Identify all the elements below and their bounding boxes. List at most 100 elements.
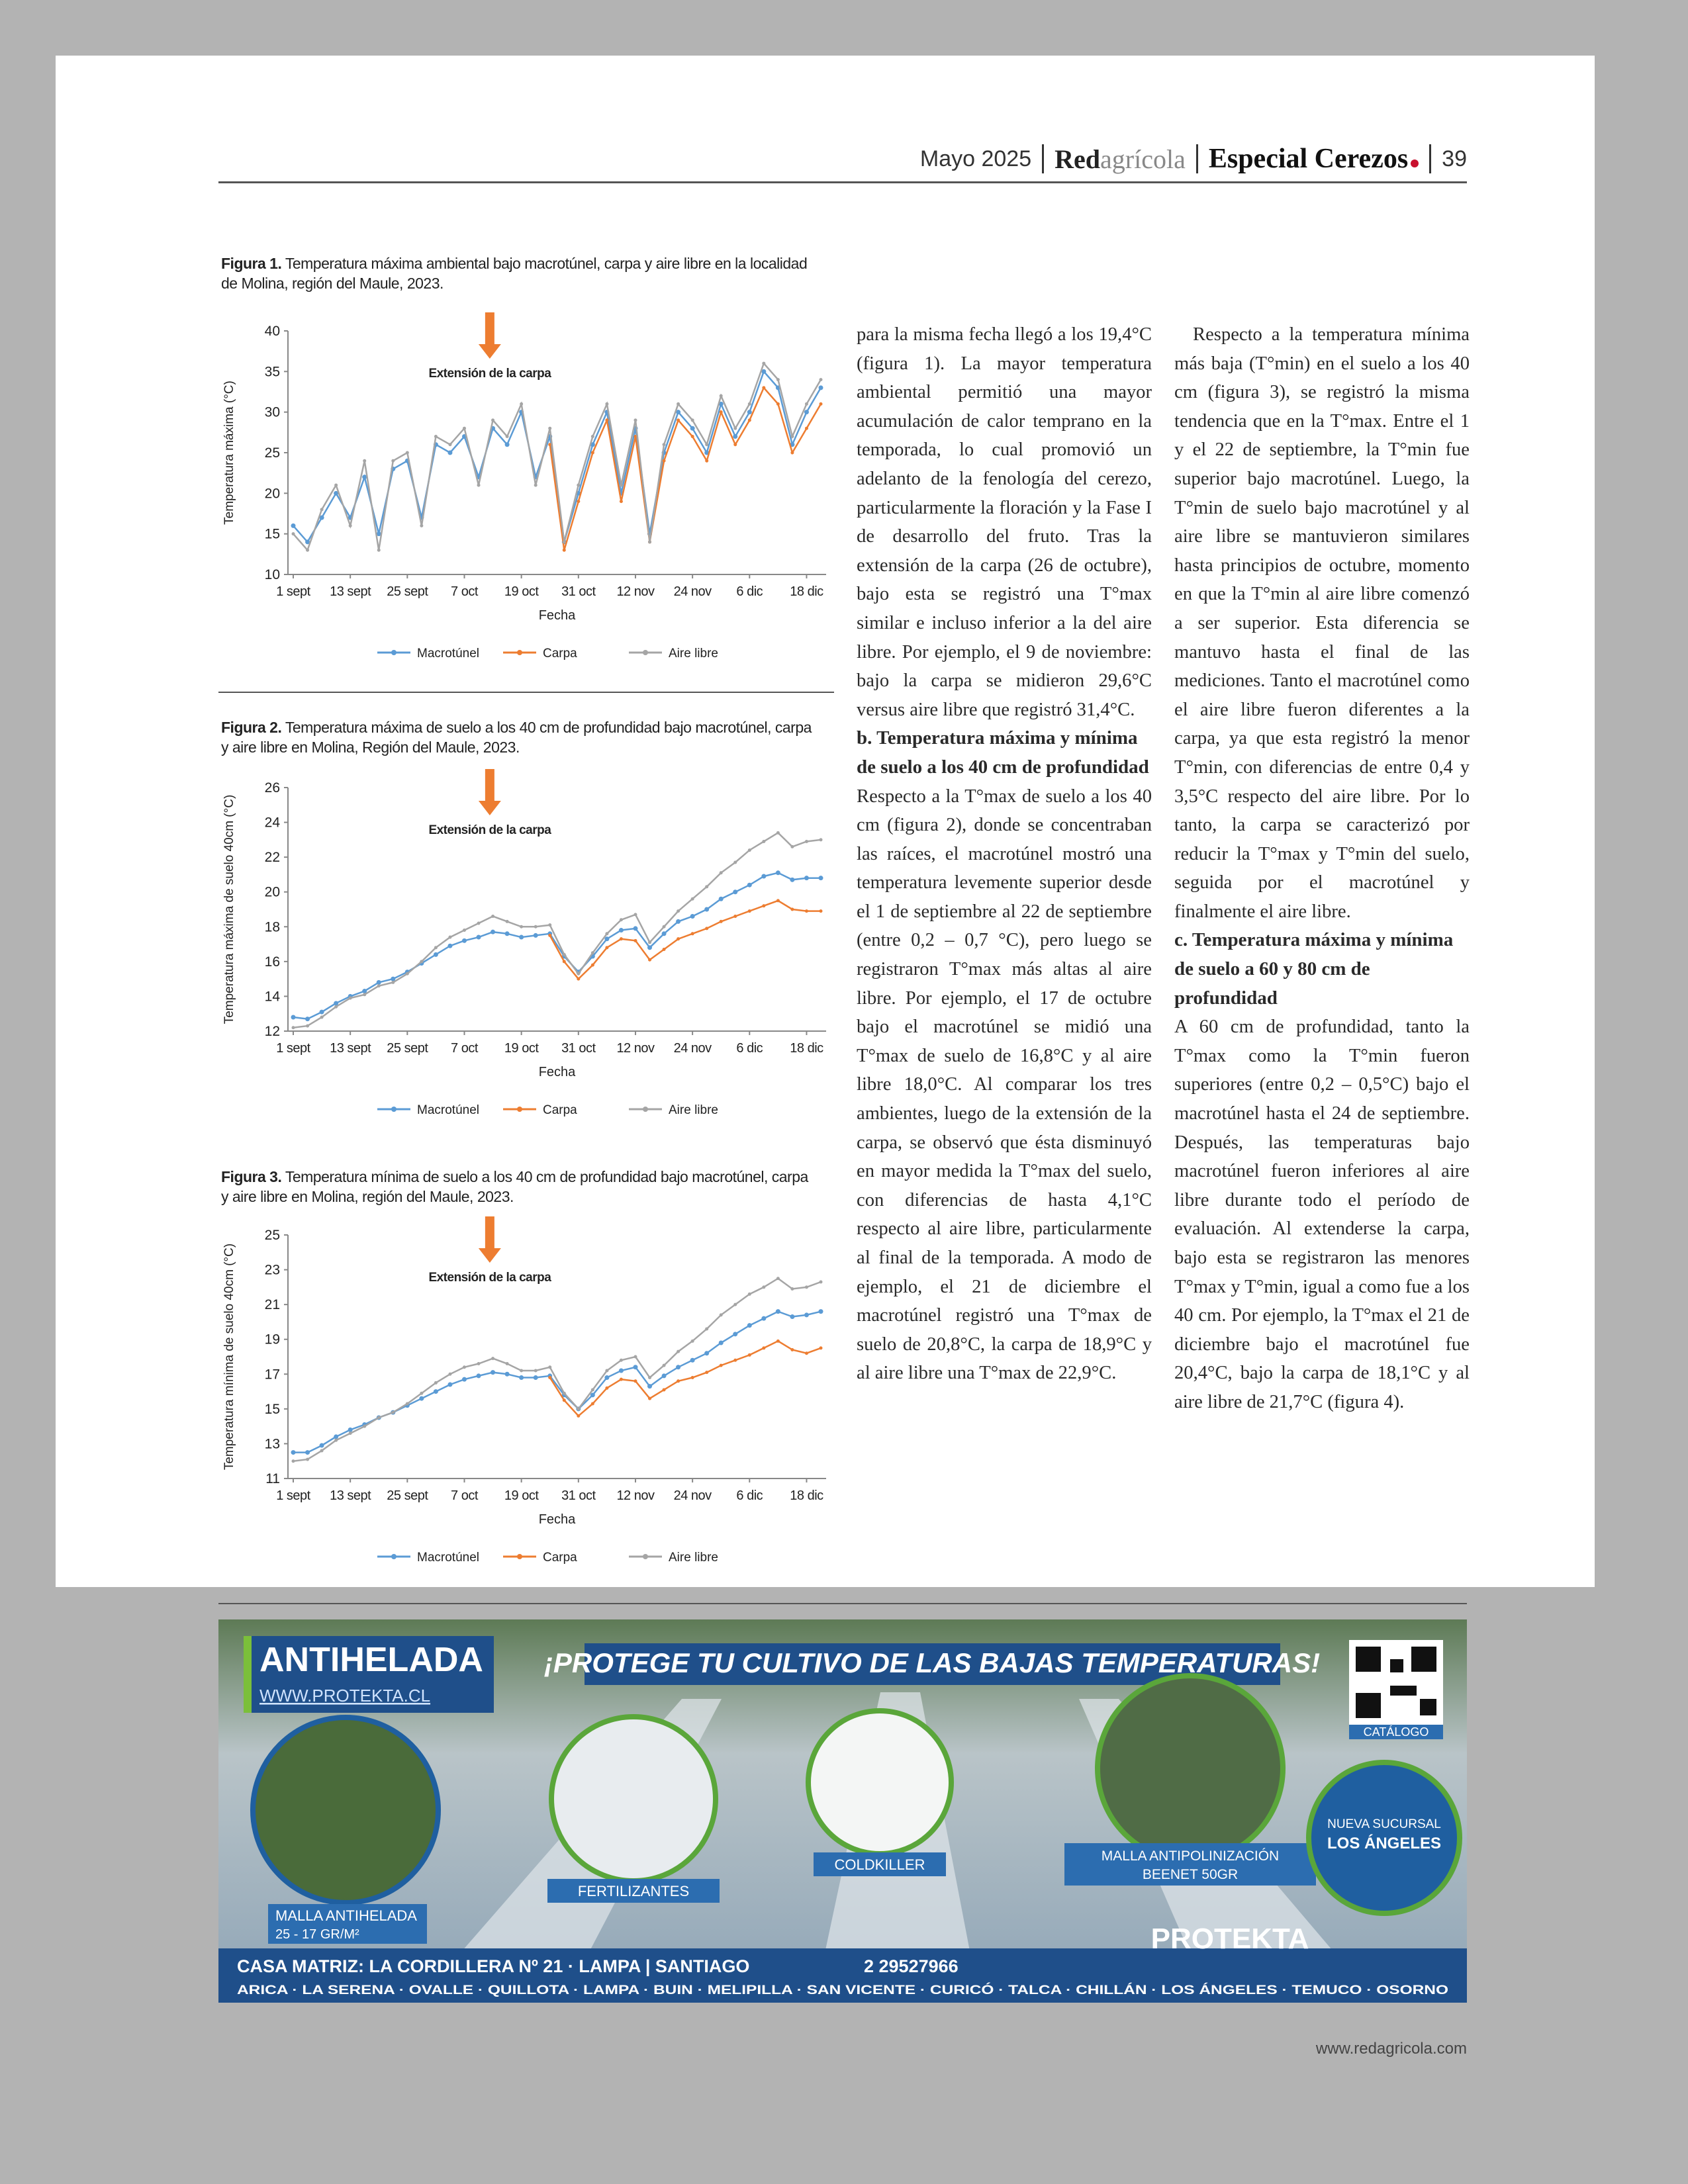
series-line — [293, 1277, 821, 1462]
data-point — [306, 548, 310, 552]
photo-circle — [250, 1715, 441, 1905]
data-point — [534, 1369, 538, 1373]
data-point — [362, 989, 367, 994]
photo-circle — [1095, 1673, 1286, 1864]
data-point — [363, 993, 367, 997]
data-point — [618, 1368, 624, 1373]
data-point — [590, 963, 594, 967]
footer-url: www.redagricola.com — [1315, 2040, 1467, 2058]
data-point — [690, 1339, 694, 1343]
data-point — [534, 925, 538, 929]
data-point — [676, 919, 681, 924]
legend-marker — [643, 1554, 648, 1559]
data-point — [491, 418, 495, 422]
data-point — [662, 925, 666, 929]
data-point — [590, 951, 594, 955]
data-point — [348, 1432, 352, 1435]
data-point — [804, 1312, 809, 1318]
data-point — [291, 532, 295, 536]
data-point — [633, 434, 637, 438]
item-sub: 25 - 17 GR/M² — [275, 1927, 359, 1942]
annotation: Extensión de la carpa — [428, 367, 551, 381]
section-dot — [1411, 159, 1419, 167]
series-line — [293, 369, 822, 544]
data-point — [762, 1346, 766, 1350]
header-rule — [218, 181, 1467, 183]
data-point — [590, 1388, 594, 1392]
chart: 10 15 20 25 30 35 40 1 sept 13 sept 25 sept 7 oct 1… — [222, 312, 826, 660]
data-point — [790, 1347, 794, 1351]
data-point — [747, 418, 751, 422]
legend-label: Aire libre — [669, 647, 718, 660]
data-point — [448, 935, 452, 939]
y-tick-label: 35 — [265, 364, 280, 379]
data-point — [391, 459, 395, 463]
data-point — [790, 1287, 794, 1291]
legend-marker — [643, 650, 648, 655]
data-point — [377, 548, 381, 552]
data-point — [533, 1375, 538, 1381]
data-point — [577, 500, 581, 504]
data-point — [605, 946, 609, 950]
data-point — [719, 410, 723, 414]
issue-date: Mayo 2025 — [919, 146, 1032, 171]
brand-part: Red — [1055, 144, 1101, 174]
x-tick-label: 1 sept — [276, 1488, 310, 1503]
data-point — [790, 442, 795, 447]
x-tick-label: 1 sept — [276, 1041, 310, 1056]
data-point — [676, 1365, 681, 1370]
annotation-arrow — [478, 769, 501, 815]
data-point — [747, 1292, 751, 1296]
data-point — [647, 1384, 653, 1389]
legend-label: Carpa — [543, 647, 577, 660]
data-point — [533, 933, 538, 938]
data-point — [462, 1365, 466, 1369]
caption-text: Temperatura máxima ambiental bajo macrot… — [221, 255, 808, 292]
series-line — [293, 361, 822, 552]
data-point — [648, 940, 652, 944]
label-box — [1064, 1843, 1316, 1886]
data-point — [819, 838, 823, 842]
data-point — [577, 977, 581, 981]
series-line — [293, 1310, 821, 1453]
y-tick-label: 14 — [265, 989, 281, 1004]
x-tick-label: 24 nov — [674, 1041, 712, 1056]
data-point — [419, 1396, 424, 1401]
data-point — [334, 483, 338, 487]
data-point — [775, 870, 780, 876]
data-point — [804, 410, 809, 415]
data-point — [733, 1332, 738, 1337]
x-tick-label: 25 sept — [387, 1041, 428, 1056]
data-point — [761, 874, 767, 879]
data-point — [733, 915, 737, 919]
data-point — [619, 1358, 623, 1362]
y-tick-label: 23 — [265, 1263, 280, 1278]
y-tick-label: 16 — [265, 954, 280, 970]
data-point — [690, 418, 694, 422]
x-tick-label: 7 oct — [451, 1488, 479, 1503]
data-point — [733, 889, 738, 895]
data-point — [619, 1377, 623, 1381]
section-title: Especial Cerezos — [1208, 144, 1409, 174]
footer-band — [218, 1948, 1467, 2003]
qr-pattern — [1356, 1647, 1436, 1718]
data-point — [690, 434, 694, 438]
data-point — [776, 402, 780, 406]
figure-label: Figura 3. — [221, 1168, 282, 1185]
page-sheet — [56, 56, 1595, 1587]
catalog: CATÁLOGO — [1364, 1725, 1429, 1739]
data-point — [705, 1371, 709, 1375]
data-point — [477, 1362, 481, 1366]
x-tick-label: 19 oct — [504, 584, 539, 599]
data-point — [662, 947, 666, 951]
data-point — [804, 1285, 808, 1289]
data-point — [790, 877, 795, 882]
y-tick-label: 30 — [265, 405, 280, 420]
series-line — [549, 1340, 821, 1418]
data-point — [705, 927, 709, 931]
data-point — [690, 897, 694, 901]
data-point — [677, 1379, 680, 1383]
legend-marker — [391, 1107, 397, 1112]
x-tick-label: 13 sept — [330, 1041, 371, 1056]
data-point — [790, 1314, 795, 1320]
